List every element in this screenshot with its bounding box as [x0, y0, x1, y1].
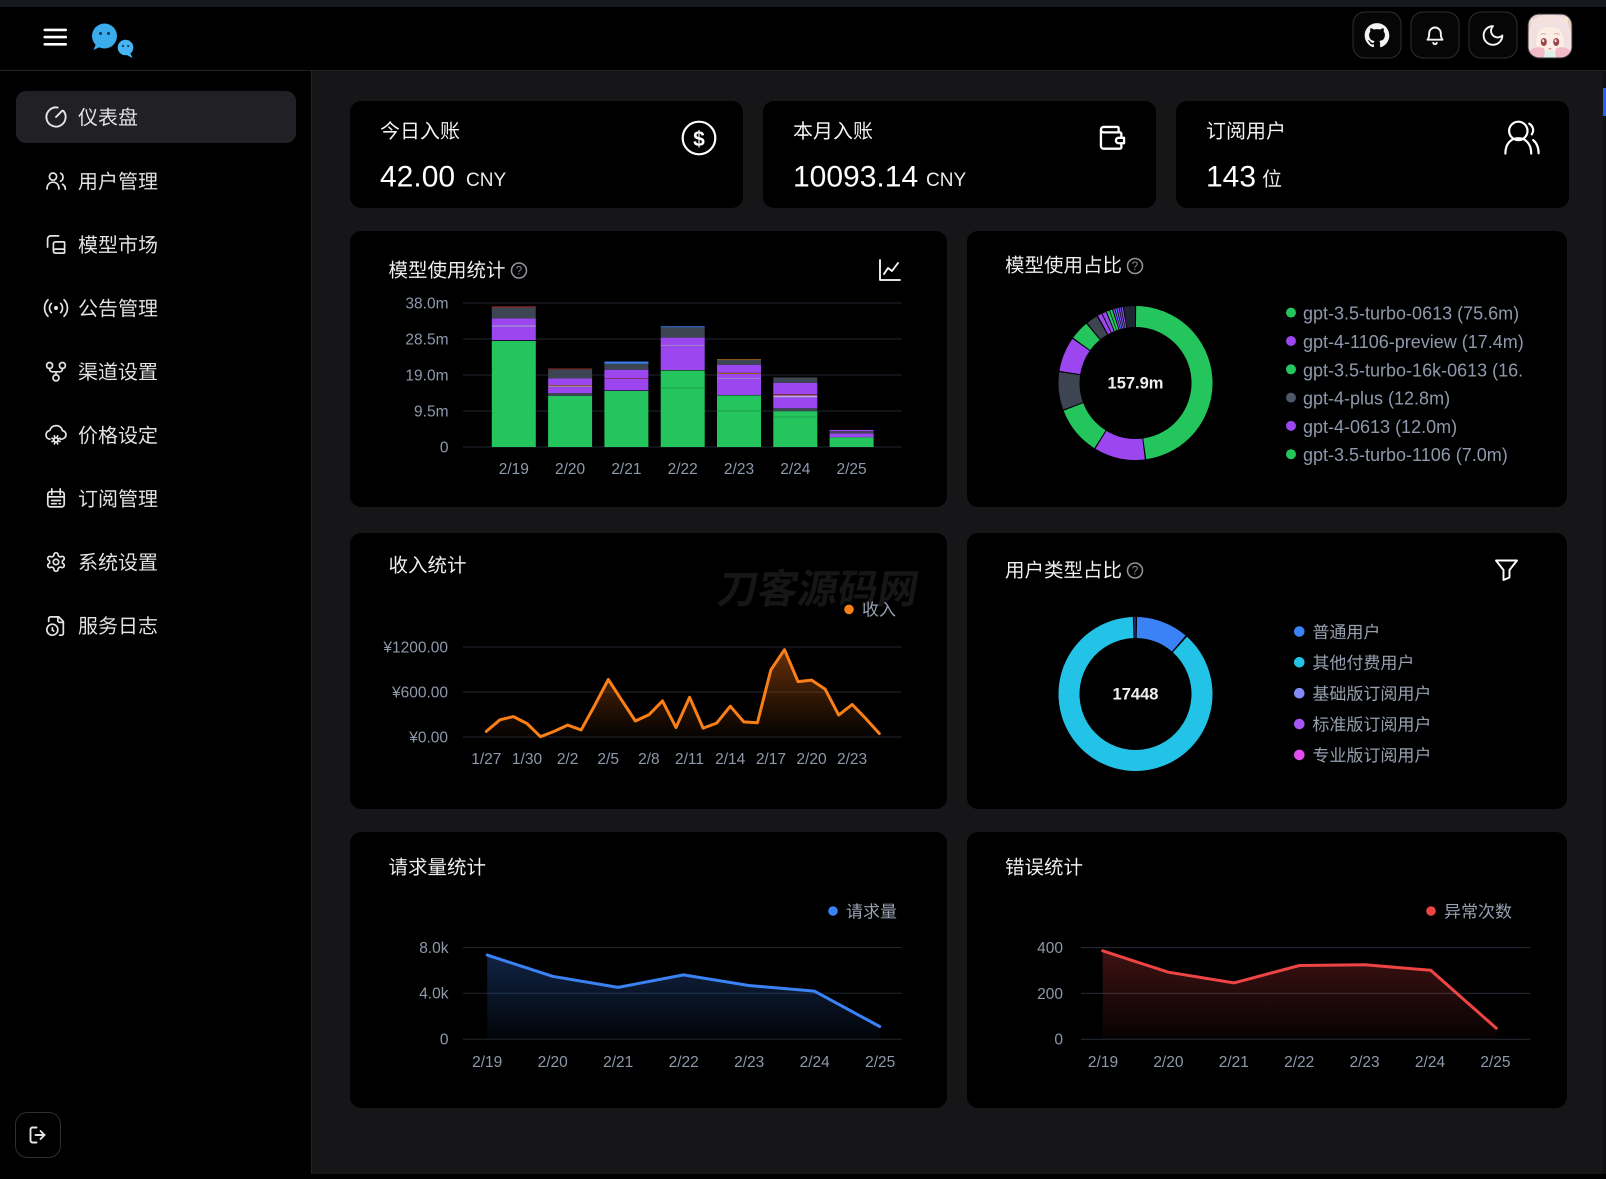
svg-text:2/21: 2/21 [603, 1054, 633, 1071]
svg-text:0: 0 [440, 1032, 449, 1049]
svg-text:2/19: 2/19 [499, 461, 529, 478]
svg-text:?: ? [516, 266, 522, 278]
svg-text:8.0k: 8.0k [419, 940, 449, 957]
svg-text:1/27: 1/27 [471, 751, 501, 768]
svg-text:gpt-3.5-turbo-1106 (7.0m): gpt-3.5-turbo-1106 (7.0m) [1303, 445, 1508, 465]
svg-text:200: 200 [1037, 986, 1063, 1003]
svg-text:gpt-3.5-turbo-16k-0613 (16.: gpt-3.5-turbo-16k-0613 (16. [1303, 360, 1523, 380]
svg-text:¥1200.00: ¥1200.00 [382, 640, 448, 657]
svg-text:28.5m: 28.5m [405, 332, 448, 349]
svg-text:?: ? [1132, 566, 1138, 578]
svg-text:CNY: CNY [466, 170, 506, 191]
svg-text:gpt-4-1106-preview (17.4m): gpt-4-1106-preview (17.4m) [1303, 332, 1524, 352]
svg-text:2/22: 2/22 [1284, 1054, 1314, 1071]
svg-text:gpt-4-0613 (12.0m): gpt-4-0613 (12.0m) [1303, 417, 1457, 437]
svg-text:2/22: 2/22 [668, 461, 698, 478]
svg-text:143: 143 [1206, 161, 1256, 194]
svg-text:2/22: 2/22 [669, 1054, 699, 1071]
svg-text:2/23: 2/23 [1350, 1054, 1380, 1071]
svg-text:2/25: 2/25 [837, 461, 867, 478]
svg-text:2/11: 2/11 [675, 751, 704, 768]
svg-text:2/23: 2/23 [837, 751, 867, 768]
svg-text:¥0.00: ¥0.00 [408, 730, 448, 747]
svg-text:19.0m: 19.0m [405, 368, 448, 385]
svg-text:2/23: 2/23 [734, 1054, 764, 1071]
svg-text:CNY: CNY [926, 170, 966, 191]
svg-text:38.0m: 38.0m [405, 296, 448, 313]
svg-text:17448: 17448 [1113, 685, 1159, 703]
svg-text:$: $ [693, 128, 705, 151]
svg-text:2/14: 2/14 [715, 751, 746, 768]
svg-text:gpt-3.5-turbo-0613 (75.6m): gpt-3.5-turbo-0613 (75.6m) [1303, 304, 1519, 324]
svg-text:157.9m: 157.9m [1108, 374, 1164, 392]
svg-text:2/19: 2/19 [1088, 1054, 1118, 1071]
svg-text:1/30: 1/30 [512, 751, 543, 768]
svg-text:0: 0 [1054, 1032, 1063, 1049]
svg-text:0: 0 [440, 440, 449, 457]
svg-text:2/20: 2/20 [555, 461, 586, 478]
svg-text:?: ? [1132, 261, 1138, 273]
svg-text:2/24: 2/24 [800, 1054, 831, 1071]
svg-text:2/21: 2/21 [1219, 1054, 1249, 1071]
svg-text:9.5m: 9.5m [414, 404, 448, 421]
svg-text:2/24: 2/24 [1415, 1054, 1446, 1071]
svg-text:2/23: 2/23 [724, 461, 754, 478]
svg-text:2/20: 2/20 [796, 751, 827, 768]
svg-text:2/24: 2/24 [780, 461, 811, 478]
svg-text:2/21: 2/21 [611, 461, 641, 478]
svg-text:2/20: 2/20 [538, 1054, 569, 1071]
svg-text:42.00: 42.00 [380, 161, 455, 194]
svg-text:2/8: 2/8 [638, 751, 660, 768]
svg-text:2/19: 2/19 [472, 1054, 502, 1071]
svg-text:2/25: 2/25 [1480, 1054, 1510, 1071]
svg-text:2/17: 2/17 [756, 751, 786, 768]
svg-text:2/2: 2/2 [557, 751, 579, 768]
svg-text:10093.14: 10093.14 [793, 161, 918, 194]
svg-text:2/25: 2/25 [865, 1054, 895, 1071]
svg-text:¥600.00: ¥600.00 [391, 685, 448, 702]
svg-text:2/20: 2/20 [1153, 1054, 1184, 1071]
svg-text:2/5: 2/5 [597, 751, 619, 768]
svg-text:4.0k: 4.0k [419, 986, 449, 1003]
svg-text:gpt-4-plus (12.8m): gpt-4-plus (12.8m) [1303, 389, 1450, 409]
svg-text:400: 400 [1037, 940, 1063, 957]
